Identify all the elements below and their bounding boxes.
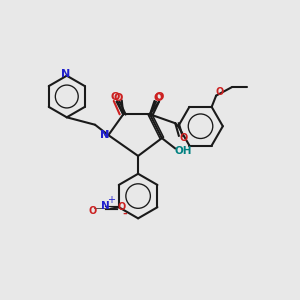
Text: N: N xyxy=(100,130,110,140)
Text: O: O xyxy=(89,206,97,216)
Text: N: N xyxy=(101,201,110,211)
Text: N: N xyxy=(61,69,70,79)
Text: OH: OH xyxy=(175,146,192,156)
Text: O: O xyxy=(179,133,188,143)
Text: O: O xyxy=(113,93,123,103)
Text: O: O xyxy=(154,93,163,103)
Text: O: O xyxy=(118,202,126,212)
Text: O: O xyxy=(110,92,120,102)
Text: O: O xyxy=(216,87,224,97)
Text: +: + xyxy=(107,195,115,206)
Text: O: O xyxy=(155,92,164,102)
Text: -: - xyxy=(122,209,127,219)
Text: N: N xyxy=(100,130,110,140)
